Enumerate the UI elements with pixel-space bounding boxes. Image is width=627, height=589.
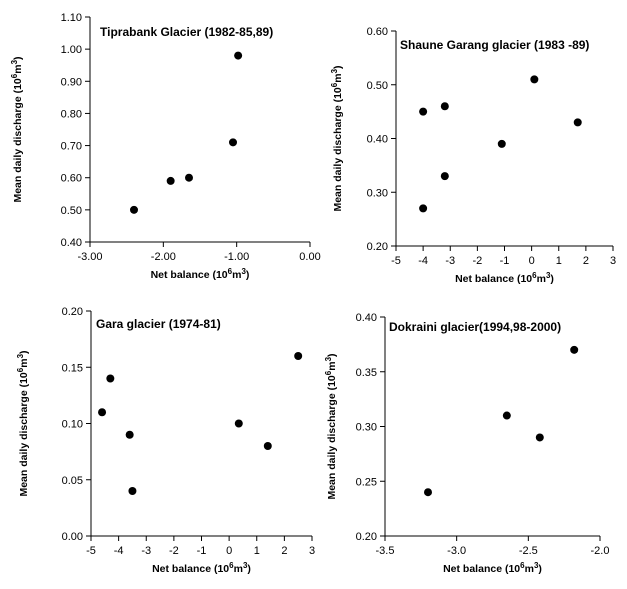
y-tick-label: 1.10 (61, 12, 82, 24)
x-tick-label: 1 (556, 255, 562, 267)
scatter-panel-2: 0.20 0.30 0.40 0.50 0.60 -5 -4 -3 -2 -1 0 1 2 3 Shaune… (330, 26, 617, 285)
y-tick-label: 0.30 (356, 422, 377, 434)
y-tick-label: 0.40 (367, 134, 388, 146)
data-point (185, 173, 193, 182)
x-tick-label: -4 (418, 255, 428, 267)
data-point (130, 205, 138, 214)
x-tick-label: -5 (86, 545, 96, 557)
y-tick-label: 0.60 (61, 173, 82, 185)
x-tick-label: -2.0 (591, 545, 610, 557)
y-tick-label: 0.00 (62, 531, 83, 543)
x-tick-label: -1.00 (224, 251, 249, 263)
x-tick-label: -1 (500, 255, 510, 267)
y-tick-label: 1.00 (61, 44, 82, 56)
x-tick-label: -3 (141, 545, 151, 557)
y-tick-label: 0.50 (61, 205, 82, 217)
x-axis-title: Net balance (106m3) (443, 561, 542, 576)
data-point (106, 374, 115, 383)
scatter-panel-4: 0.20 0.25 0.30 0.35 0.40 -3.5 -3.0 -2.5 -2.0 Dokr… (324, 312, 610, 575)
x-tick-label: -4 (114, 545, 124, 557)
data-point (263, 442, 272, 450)
x-tick-label: 2 (281, 545, 287, 557)
x-tick-label: 3 (610, 255, 616, 267)
data-point (234, 51, 243, 60)
y-tick-label: 0.70 (61, 141, 82, 153)
x-axis-title: Net balance (106m3) (151, 267, 250, 282)
scatter-panel-3: 0.00 0.05 0.10 0.15 0.20 -5 -4 -3 -2 -1 0 1 2 3 Gara g… (16, 306, 316, 575)
y-axis-title: Mean daily discharge (106m3) (324, 353, 339, 499)
y-tick-label: 0.50 (367, 80, 388, 92)
y-tick-label: 0.20 (367, 241, 388, 253)
y-tick-label: 0.30 (367, 187, 388, 199)
y-axis-title: Mean daily discharge (106m3) (10, 56, 25, 202)
y-tick-label: 0.90 (61, 76, 82, 88)
y-tick-label: 0.35 (356, 367, 377, 379)
data-point (166, 176, 175, 185)
x-tick-label: -2.00 (151, 251, 176, 263)
scatter-panel-1: 0.40 0.50 0.60 0.70 0.80 0.90 1.00 1.10 -3.00 -2.… (10, 12, 321, 281)
data-point (502, 411, 511, 420)
x-tick-label: -2 (169, 545, 179, 557)
y-tick-label: 0.60 (367, 26, 388, 38)
data-point (573, 118, 582, 127)
data-point (440, 172, 449, 181)
plot-title: Dokraini glacier(1994,98-2000) (389, 320, 561, 334)
data-point (234, 419, 243, 428)
x-tick-label: -2.5 (519, 545, 538, 557)
data-point (128, 487, 137, 495)
x-tick-label: 0 (529, 255, 535, 267)
x-tick-label: -2 (472, 255, 482, 267)
y-tick-label: 0.05 (62, 475, 83, 487)
x-tick-label: -3.5 (376, 545, 395, 557)
x-axis-title: Net balance (106m3) (455, 271, 554, 286)
y-tick-label: 0.20 (356, 531, 377, 543)
y-tick-label: 0.80 (61, 108, 82, 120)
y-axis-title: Mean daily discharge (106m3) (330, 65, 345, 211)
x-tick-label: -1 (197, 545, 207, 557)
data-point (440, 102, 449, 111)
y-tick-label: 0.15 (62, 362, 83, 374)
plot-title: Shaune Garang glacier (1983 -89) (400, 38, 589, 52)
x-tick-label: 2 (583, 255, 589, 267)
data-point (229, 138, 237, 147)
plot-title: Gara glacier (1974-81) (96, 317, 221, 331)
x-tick-label: -3.0 (447, 545, 466, 557)
data-point (570, 345, 579, 354)
data-point (424, 488, 432, 497)
x-tick-label: 1 (254, 545, 260, 557)
y-tick-label: 0.40 (356, 312, 377, 324)
x-tick-label: 0.00 (299, 251, 320, 263)
data-point (419, 204, 428, 213)
data-point (530, 75, 539, 84)
y-tick-label: 0.10 (62, 419, 83, 431)
data-point (125, 430, 134, 439)
data-point (294, 352, 303, 360)
y-tick-label: 0.20 (62, 306, 83, 318)
plot-title: Tiprabank Glacier (1982-85,89) (100, 25, 273, 39)
y-tick-label: 0.40 (61, 237, 82, 249)
x-tick-label: -3.00 (77, 251, 102, 263)
y-axis-title: Mean daily discharge (106m3) (16, 350, 31, 496)
data-point (419, 107, 428, 116)
x-tick-label: 3 (309, 545, 315, 557)
y-tick-label: 0.25 (356, 476, 377, 488)
x-axis-title: Net balance (106m3) (152, 561, 251, 576)
data-point (98, 408, 107, 417)
x-tick-label: -3 (445, 255, 455, 267)
data-point (497, 139, 506, 148)
x-tick-label: 0 (226, 545, 232, 557)
data-point (535, 433, 544, 442)
x-tick-label: -5 (391, 255, 401, 267)
